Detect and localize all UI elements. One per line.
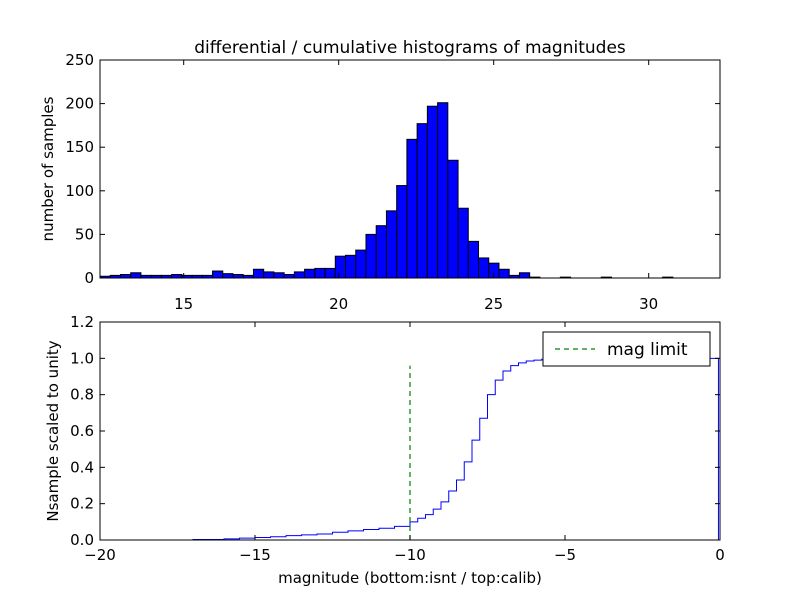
histogram-bar xyxy=(252,268,265,279)
x-tick-label: −15 xyxy=(239,546,271,564)
histogram-bar xyxy=(416,123,428,279)
y-tick-label: 1.2 xyxy=(70,313,94,331)
histogram-bar xyxy=(426,105,439,279)
y-tick-label: 0.6 xyxy=(70,422,94,440)
cumulative-y-label: Nsample scaled to unity xyxy=(44,340,62,521)
y-tick-label: 0.0 xyxy=(70,531,94,549)
histogram-bar xyxy=(283,274,295,279)
histogram-bar xyxy=(212,270,224,279)
histogram-bar xyxy=(406,138,418,279)
x-tick-label: 0 xyxy=(715,546,725,564)
y-tick-label: 0 xyxy=(84,269,94,287)
histogram-bar xyxy=(130,272,142,279)
legend-box xyxy=(542,331,711,367)
histogram-bar xyxy=(385,210,398,279)
histogram-bar xyxy=(345,254,357,279)
x-tick-label: 25 xyxy=(484,295,503,313)
histogram-bar xyxy=(263,271,275,279)
x-tick-label: −10 xyxy=(394,546,426,564)
histogram-bar xyxy=(498,268,510,279)
histogram-bar xyxy=(314,267,326,279)
cumulative-y-ticks: 0.0 0.2 0.4 0.6 0.8 1.0 1.2 xyxy=(70,313,720,549)
histogram-bar xyxy=(324,267,336,279)
histogram-bar xyxy=(365,233,377,279)
histogram-bar xyxy=(467,240,480,279)
histogram-panel: differential / cumulative histograms of … xyxy=(39,38,721,313)
histogram-bar xyxy=(119,274,132,279)
histogram-bar xyxy=(437,102,449,279)
cumulative-x-ticks: −20 −15 −10 −5 0 xyxy=(84,322,725,564)
histogram-bar xyxy=(478,257,490,279)
histogram-bar xyxy=(304,268,316,279)
legend-mag-limit-label: mag limit xyxy=(607,340,688,360)
x-tick-label: 15 xyxy=(174,295,193,313)
histogram-bar xyxy=(293,271,306,279)
y-tick-label: 150 xyxy=(65,138,94,156)
histogram-bar xyxy=(232,274,244,279)
y-tick-label: 100 xyxy=(65,182,94,200)
y-tick-label: 0.4 xyxy=(70,458,94,476)
x-tick-label: −20 xyxy=(84,546,116,564)
cumulative-panel: −20 −15 −10 −5 0 0.0 0.2 0.4 0.6 0.8 1.0 1.2 magni… xyxy=(44,313,725,587)
histogram-bar xyxy=(375,225,387,279)
chart-title: differential / cumulative histograms of … xyxy=(194,38,626,58)
histogram-bar xyxy=(334,255,347,279)
y-tick-label: 50 xyxy=(75,225,94,243)
histogram-bar xyxy=(222,273,234,279)
histogram-bar xyxy=(273,272,285,279)
histogram-y-label: number of samples xyxy=(39,96,57,241)
histogram-bar xyxy=(447,159,459,279)
histogram-bar xyxy=(396,185,408,279)
x-tick-label: 20 xyxy=(329,295,348,313)
histogram-bar xyxy=(518,272,531,279)
histogram-bar xyxy=(457,207,469,279)
histogram-x-ticks: 15 20 25 30 xyxy=(174,60,658,313)
y-tick-label: 250 xyxy=(65,51,94,69)
y-tick-label: 1.0 xyxy=(70,349,94,367)
histogram-bar xyxy=(355,249,367,279)
cumulative-x-label: magnitude (bottom:isnt / top:calib) xyxy=(278,569,542,587)
x-tick-label: 30 xyxy=(639,295,658,313)
histogram-axes-frame xyxy=(99,59,721,279)
legend: mag limit xyxy=(542,331,711,367)
histogram-bars xyxy=(99,102,674,279)
histogram-bar xyxy=(171,274,183,279)
x-tick-label: −5 xyxy=(554,546,576,564)
y-tick-label: 200 xyxy=(65,95,94,113)
y-tick-label: 0.8 xyxy=(70,386,94,404)
histogram-y-ticks: 0 50 100 150 200 250 xyxy=(65,51,720,287)
y-tick-label: 0.2 xyxy=(70,495,94,513)
